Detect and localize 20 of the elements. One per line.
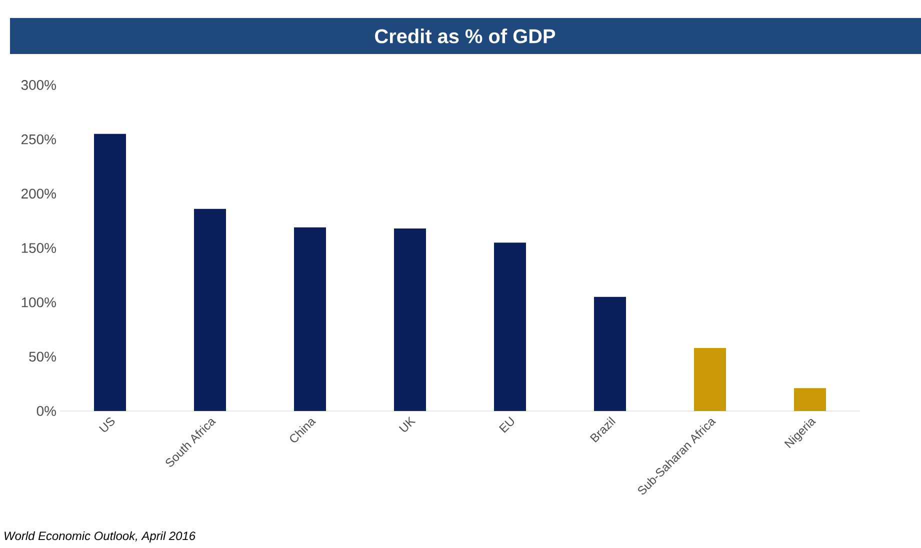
bar: [694, 348, 726, 411]
chart-title: Credit as % of GDP: [375, 28, 556, 44]
bar: [94, 134, 126, 411]
bar: [394, 228, 426, 411]
x-tick-label: US: [99, 417, 115, 432]
y-tick-label: 200%: [22, 188, 56, 199]
x-tick-label: EU: [498, 416, 514, 433]
bar: [294, 227, 326, 411]
y-tick-label: 100%: [22, 297, 56, 308]
y-tick-label: 300%: [21, 80, 56, 90]
y-tick-label: 0%: [36, 406, 56, 416]
y-tick-label: 50%: [29, 352, 56, 362]
bar: [494, 242, 526, 411]
y-tick-label: 250%: [22, 134, 56, 144]
y-tick-label: 150%: [22, 243, 56, 253]
bar: [794, 388, 826, 411]
text: World Economic Outlook, April 2016: [4, 531, 196, 542]
bar: [594, 296, 626, 411]
x-tick-label: UK: [398, 416, 416, 432]
bar: [194, 208, 226, 411]
